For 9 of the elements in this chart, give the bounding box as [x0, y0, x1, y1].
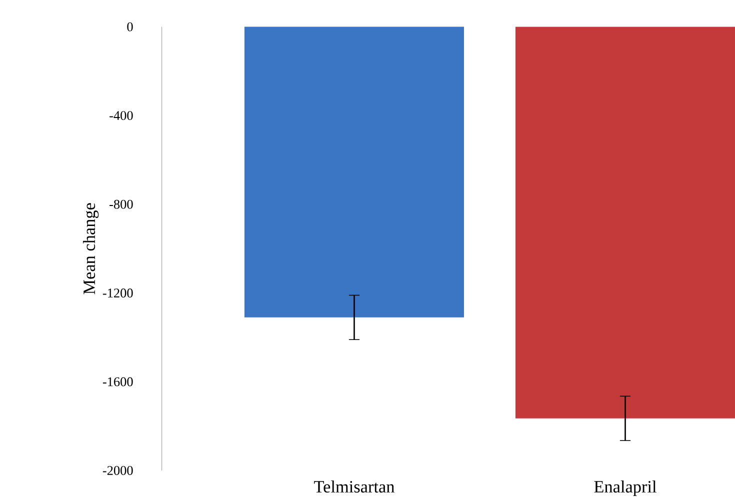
y-tick-label: -2000	[102, 466, 133, 475]
y-tick-label: -800	[110, 200, 133, 209]
x-tick-label: Enalapril	[594, 480, 656, 496]
y-tick-label: -400	[110, 110, 133, 120]
x-tick-label: Telmisartan	[314, 480, 394, 492]
y-tick-label: -1200	[102, 288, 133, 298]
y-tick-label: -1600	[102, 377, 133, 386]
y-tick-label: 0	[127, 22, 133, 32]
y-axis-title: Mean change	[82, 203, 99, 294]
